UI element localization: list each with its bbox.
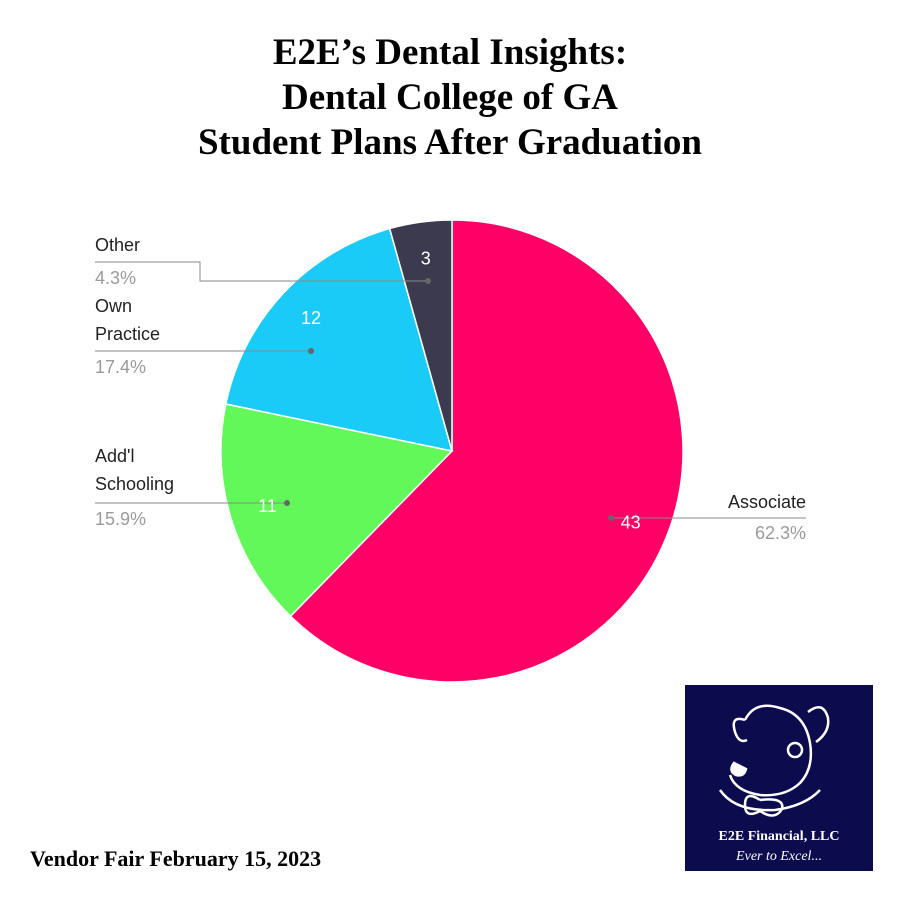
pie-slice [220, 403, 454, 618]
slice-value-label: 12 [301, 308, 321, 328]
logo-tagline: Ever to Excel... [735, 849, 822, 864]
chart-title: Student Plans After Graduation [198, 122, 702, 163]
pie: 43 11 12 3 [95, 219, 806, 683]
chart-title: Dental College of GA [282, 77, 618, 118]
slice-name-label: Associate [727, 492, 806, 512]
pie-slice [289, 219, 684, 683]
pie-slice [224, 227, 454, 452]
leader-dot [284, 500, 290, 506]
slice-percent-label: 62.3% [754, 523, 806, 543]
pie-slice [388, 219, 453, 452]
slice-percent-label: 15.9% [95, 509, 147, 529]
slice-value-label: 11 [258, 496, 277, 516]
footer: Vendor Fair February 15, 2023 [30, 846, 321, 871]
leader-dot [308, 348, 314, 354]
slice-percent-label: 4.3% [95, 268, 137, 288]
leader-dot [425, 278, 431, 284]
logo: E2E Financial, LLC Ever to Excel... [685, 685, 873, 871]
logo-background [685, 685, 873, 871]
leader-dot [608, 515, 614, 521]
slice-value-label: 3 [421, 249, 431, 269]
chart-title: E2E’s Dental Insights: [273, 32, 627, 73]
logo-name: E2E Financial, LLC [719, 829, 840, 844]
slice-name-label: Add'l Schooling [95, 446, 175, 494]
slice-percent-label: 17.4% [95, 357, 147, 377]
slice-value-label: 43 [621, 513, 641, 533]
leader-line [95, 261, 428, 282]
slice-name-label: Other [95, 235, 141, 255]
slice-name-label: Own Practice [95, 296, 161, 344]
logo-dog [718, 704, 830, 817]
